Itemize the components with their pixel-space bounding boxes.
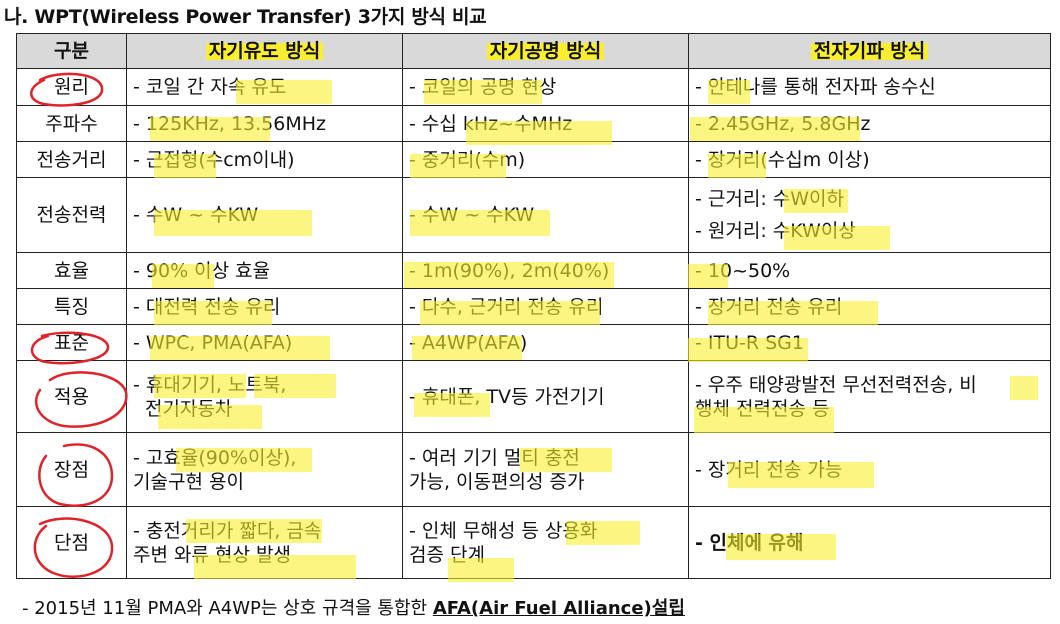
table-cell: - 대전력 전송 유리 — [126, 288, 403, 325]
table-cell: - 장거리 전송 가능 — [688, 432, 1051, 507]
row-category: 효율 — [16, 252, 127, 289]
row-category: 특징 — [16, 288, 127, 325]
footer-afa-emphasis: AFA(Air Fuel Alliance)설립 — [432, 598, 685, 619]
table-cell: - 고효율(90%이상), 기술구현 용이 — [126, 432, 403, 507]
table-cell: - 수십 kHz~수MHz — [402, 105, 689, 142]
table-cell: - WPC, PMA(AFA) — [126, 324, 403, 361]
table-cell: - 10~50% — [688, 252, 1051, 289]
table-cell: - 근거리: 수W이하 - 원거리: 수KW이상 — [688, 177, 1051, 253]
table-cell: - 90% 이상 효율 — [126, 252, 403, 289]
table-cell: - 125KHz, 13.56MHz — [126, 105, 403, 142]
table-row: 적용 - 휴대기기, 노트북, 전기자동차 - 휴대폰, TV등 가전기기 - … — [16, 360, 1051, 433]
table-cell: - 인체 무해성 등 상용화 검증 단계 — [402, 506, 689, 579]
table-cell: - 장거리(수십m 이상) — [688, 141, 1051, 178]
table-cell: - 근접형(수cm이내) — [126, 141, 403, 178]
table-cell: - 안테나를 통해 전자파 송수신 — [688, 68, 1051, 106]
table-cell: - 휴대기기, 노트북, 전기자동차 — [126, 360, 403, 433]
table-row: 특징 - 대전력 전송 유리 - 다수, 근거리 전송 유리 - 장거리 전송 … — [16, 288, 1051, 325]
table-cell: - 중거리(수m) — [402, 141, 689, 178]
table-cell: - 2.45GHz, 5.8GHz — [688, 105, 1051, 142]
header-magnetic-induction: 자기유도 방식 — [126, 33, 403, 69]
comparison-table: 구분 자기유도 방식 자기공명 방식 전자기파 방식 원리 - 코일 간 자속 … — [16, 33, 1051, 579]
row-category: 표준 — [16, 324, 127, 361]
row-category: 장점 — [16, 432, 127, 507]
row-category: 전송전력 — [16, 177, 127, 253]
table-cell: - 수W ~ 수KW — [402, 177, 689, 253]
table-row: 장점 - 고효율(90%이상), 기술구현 용이 - 여러 기기 멀티 충전 가… — [16, 432, 1051, 507]
table-row: 전송전력 - 수W ~ 수KW - 수W ~ 수KW - 근거리: 수W이하 -… — [16, 177, 1051, 253]
row-category: 전송거리 — [16, 141, 127, 178]
table-cell: - 우주 태양광발전 무선전력전송, 비 행체 전력전송 등 — [688, 360, 1051, 433]
table-cell: - A4WP(AFA) — [402, 324, 689, 361]
header-category: 구분 — [16, 33, 127, 69]
header-magnetic-resonance: 자기공명 방식 — [402, 33, 689, 69]
table-cell: - 다수, 근거리 전송 유리 — [402, 288, 689, 325]
row-category: 주파수 — [16, 105, 127, 142]
table-row: 전송거리 - 근접형(수cm이내) - 중거리(수m) - 장거리(수십m 이상… — [16, 141, 1051, 178]
table-cell: - 1m(90%), 2m(40%) — [402, 252, 689, 289]
table-cell: - ITU-R SG1 — [688, 324, 1051, 361]
table-cell: - 수W ~ 수KW — [126, 177, 403, 253]
table-row: 단점 - 충전거리가 짧다, 금속 주변 와류 현상 발생 - 인체 무해성 등… — [16, 506, 1051, 579]
table-cell: - 코일 간 자속 유도 — [126, 68, 403, 106]
header-electromagnetic-wave: 전자기파 방식 — [688, 33, 1051, 69]
table-cell: - 여러 기기 멀티 충전 가능, 이동편의성 증가 — [402, 432, 689, 507]
table-row: 원리 - 코일 간 자속 유도 - 코일의 공명 현상 - 안테나를 통해 전자… — [16, 68, 1051, 106]
footer-text: - 2015년 11월 PMA와 A4WP는 상호 규격을 통합한 — [22, 598, 433, 619]
table-row: 주파수 - 125KHz, 13.56MHz - 수십 kHz~수MHz - 2… — [16, 105, 1051, 142]
table-cell: - 장거리 전송 유리 — [688, 288, 1051, 325]
row-category: 단점 — [16, 506, 127, 579]
section-title: 나. WPT(Wireless Power Transfer) 3가지 방식 비… — [4, 6, 487, 28]
table-cell: - 코일의 공명 현상 — [402, 68, 689, 106]
table-row: 효율 - 90% 이상 효율 - 1m(90%), 2m(40%) - 10~5… — [16, 252, 1051, 289]
table-row: 표준 - WPC, PMA(AFA) - A4WP(AFA) - ITU-R S… — [16, 324, 1051, 361]
table-cell: - 인체에 유해 — [688, 506, 1051, 579]
row-category: 적용 — [16, 360, 127, 433]
table-cell: - 휴대폰, TV등 가전기기 — [402, 360, 689, 433]
row-category: 원리 — [16, 68, 127, 106]
footer-note: - 2015년 11월 PMA와 A4WP는 상호 규격을 통합한 AFA(Ai… — [22, 594, 685, 620]
table-cell: - 충전거리가 짧다, 금속 주변 와류 현상 발생 — [126, 506, 403, 579]
header-row: 구분 자기유도 방식 자기공명 방식 전자기파 방식 — [16, 33, 1051, 69]
